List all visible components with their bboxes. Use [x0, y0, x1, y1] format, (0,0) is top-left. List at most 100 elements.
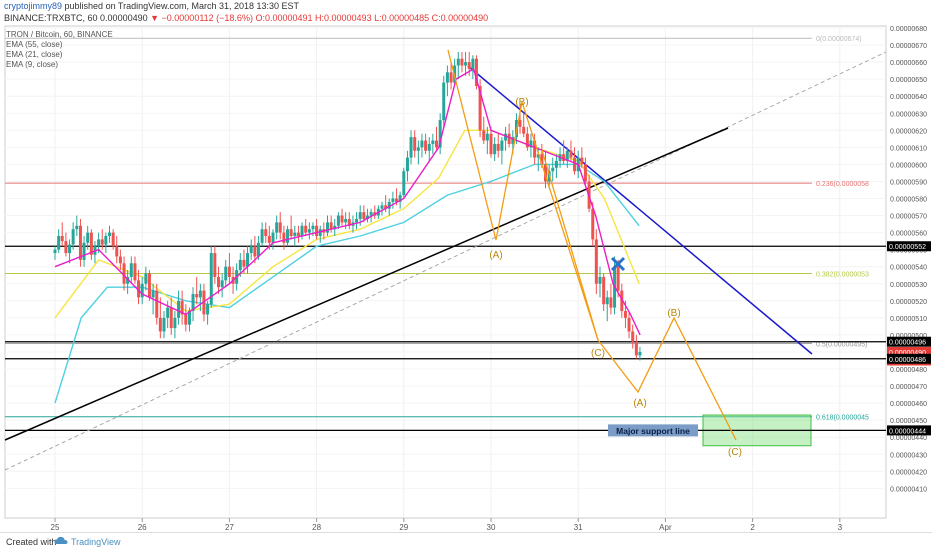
- candle: [620, 283, 624, 318]
- candle-body: [627, 317, 631, 332]
- candle-body: [336, 215, 340, 226]
- candle-body: [333, 225, 337, 230]
- candle: [551, 157, 555, 182]
- candle-body: [104, 236, 108, 245]
- y-tick-label: 0.00000600: [890, 162, 927, 169]
- candle: [264, 222, 268, 243]
- candle: [427, 137, 431, 161]
- candle-body: [166, 307, 170, 318]
- x-tick-label: 31: [574, 523, 583, 532]
- publish-info: published on TradingView.com, March 31, …: [64, 1, 300, 11]
- candle: [275, 215, 279, 240]
- y-tick-label: 0.00000540: [890, 265, 927, 272]
- candle: [420, 133, 424, 158]
- candle-body: [140, 283, 144, 298]
- y-tick-label: 0.00000500: [890, 333, 927, 340]
- candle: [594, 229, 598, 294]
- candle: [409, 130, 413, 165]
- legend-ema9[interactable]: EMA (9, close): [6, 60, 59, 69]
- candle-body: [286, 229, 290, 243]
- candle-body: [296, 232, 300, 237]
- price-badge-bg: [887, 425, 931, 436]
- candle-body: [438, 120, 442, 148]
- candle: [609, 283, 613, 315]
- candle: [71, 222, 75, 250]
- candle-body: [464, 62, 468, 66]
- chart-header: cryptojimmy89 published on TradingView.c…: [4, 0, 488, 24]
- footer-bar: Created with TradingView: [0, 532, 932, 551]
- candle-body: [275, 222, 279, 233]
- candle-body: [111, 232, 115, 247]
- candle-body: [300, 225, 304, 237]
- candle: [155, 283, 159, 325]
- candle: [435, 126, 438, 151]
- y-tick-label: 0.00000430: [890, 452, 927, 459]
- author-link[interactable]: cryptojimmy89: [4, 1, 63, 11]
- candle-body: [97, 239, 101, 247]
- candle: [583, 157, 587, 185]
- candle-body: [78, 225, 82, 260]
- candle-body: [315, 225, 319, 237]
- candlestick-chart[interactable]: 25 26 27 28 29 30 31 Apr 2 3 0.00000680 0.00000670 0…: [0, 0, 932, 532]
- candle-body: [198, 290, 202, 298]
- candle-body: [529, 140, 533, 148]
- candle-body: [213, 253, 217, 277]
- wave-label-c2: (C): [728, 447, 742, 458]
- candle-body: [405, 157, 409, 172]
- candle: [355, 212, 359, 230]
- candle: [129, 256, 133, 284]
- candle-body: [115, 246, 119, 257]
- candle: [464, 51, 468, 76]
- legend-ema21[interactable]: EMA (21, close): [6, 50, 63, 59]
- candle: [53, 246, 57, 260]
- y-tick-label: 0.00000610: [890, 145, 927, 152]
- y-tick-label: 0.00000530: [890, 282, 927, 289]
- candle-body: [493, 143, 497, 155]
- candle-body: [177, 300, 181, 318]
- price-badge-bg: [887, 353, 931, 364]
- candle-body: [471, 58, 475, 69]
- price-badge-label: 0.00000486: [889, 357, 926, 364]
- candle: [333, 218, 337, 237]
- candle-body: [496, 143, 500, 151]
- candle-body: [583, 164, 587, 182]
- y-tick-label: 0.00000580: [890, 197, 927, 204]
- candle-body: [362, 212, 366, 219]
- fib-level-label: 0.382(0.0000053: [816, 272, 869, 279]
- wave-path-1: [447, 49, 599, 341]
- tradingview-brand[interactable]: TradingView: [71, 537, 121, 547]
- candle-body: [64, 241, 68, 254]
- x-tick-label: 29: [399, 523, 408, 532]
- candle-body: [133, 263, 137, 281]
- candle: [522, 113, 526, 138]
- legend-ema55[interactable]: EMA (55, close): [6, 40, 63, 49]
- candle-body: [380, 205, 384, 209]
- candle-body: [569, 150, 573, 158]
- indicator-legend: TRON / Bitcoin, 60, BINANCE EMA (55, clo…: [6, 30, 113, 70]
- candle: [253, 236, 257, 264]
- candle: [304, 218, 308, 237]
- candle-body: [369, 212, 373, 216]
- candle: [209, 246, 213, 308]
- candle: [438, 113, 442, 155]
- candle-body: [249, 246, 253, 254]
- candle-body: [180, 300, 184, 315]
- y-tick-label: 0.00000420: [890, 469, 927, 476]
- candle-body: [616, 266, 620, 291]
- chart-area[interactable]: 25 26 27 28 29 30 31 Apr 2 3 0.00000680 0.00000670 0…: [0, 0, 932, 537]
- candle-body: [118, 256, 122, 264]
- candle-body: [162, 317, 166, 332]
- candle-body: [195, 293, 199, 298]
- candle: [631, 324, 635, 349]
- price-badge-label: 0.00000444: [889, 428, 926, 435]
- candle-body: [100, 239, 104, 245]
- candle: [496, 133, 500, 158]
- candle-body: [482, 130, 486, 141]
- x-tick-label: 2: [750, 523, 755, 532]
- x-tick-label: 26: [138, 523, 147, 532]
- candle: [634, 334, 638, 359]
- candle-body: [238, 259, 242, 271]
- candle: [140, 276, 144, 305]
- candle: [602, 273, 606, 312]
- candle-body: [71, 229, 75, 245]
